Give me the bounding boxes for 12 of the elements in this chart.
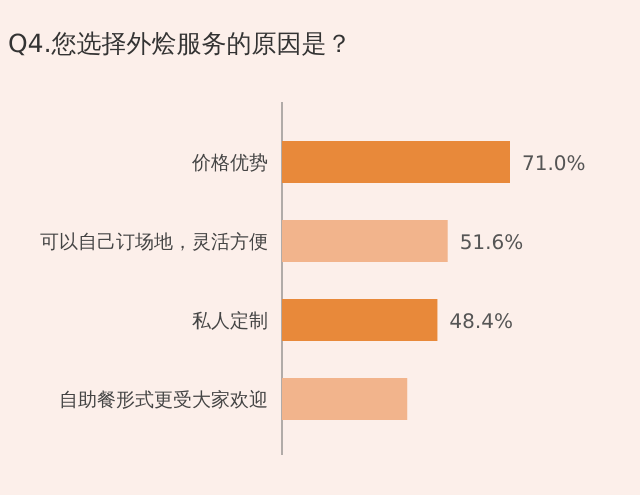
y-tick-label: 可以自己订场地，灵活方便	[40, 231, 268, 253]
data-label: 71.0%	[522, 151, 586, 175]
bar	[282, 141, 510, 183]
y-tick-label: 价格优势	[191, 152, 268, 174]
data-label: 48.4%	[449, 309, 513, 333]
bar	[282, 378, 408, 420]
data-label: 51.6%	[460, 230, 524, 254]
bar	[282, 299, 438, 341]
y-tick-label: 私人定制	[192, 310, 268, 332]
y-tick-label: 自助餐形式更受大家欢迎	[59, 389, 268, 411]
bar	[282, 220, 448, 262]
chart-title: Q4.您选择外烩服务的原因是？	[8, 29, 352, 58]
